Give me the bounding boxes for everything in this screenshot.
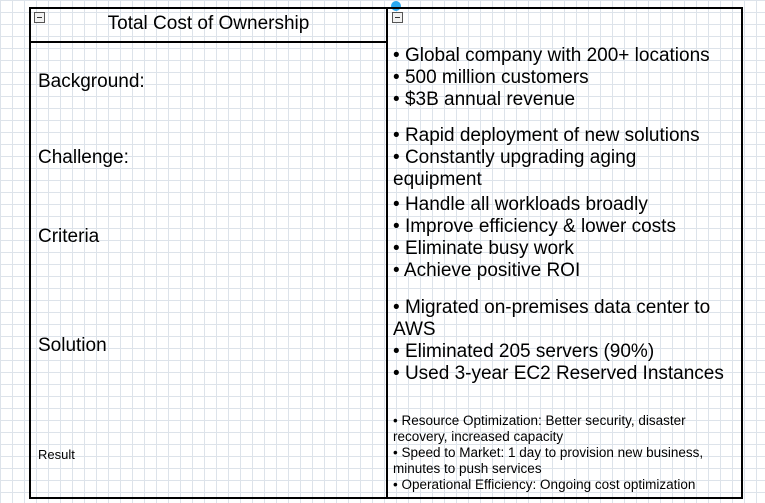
criteria-list: Handle all workloads broadly Improve eff… <box>393 194 676 282</box>
table-title: Total Cost of Ownership <box>107 13 310 34</box>
list-item: Improve efficiency & lower costs <box>393 216 676 238</box>
background-list: Global company with 200+ locations 500 m… <box>393 45 710 111</box>
list-item: Constantly upgrading aging equipment <box>393 147 723 191</box>
row-label-background: Background: <box>38 71 145 92</box>
list-item: Global company with 200+ locations <box>393 45 710 67</box>
result-list: Resource Optimization: Better security, … <box>393 413 738 493</box>
list-item: Operational Efficiency: Ongoing cost opt… <box>393 477 738 493</box>
solution-list: Migrated on-premises data center to AWS … <box>393 297 738 385</box>
collapse-left-icon[interactable] <box>34 12 45 23</box>
list-item: Eliminated 205 servers (90%) <box>393 341 738 363</box>
list-item: Speed to Market: 1 day to provision new … <box>393 445 738 477</box>
list-item: Used 3-year EC2 Reserved Instances <box>393 363 738 385</box>
challenge-list: Rapid deployment of new solutions Consta… <box>393 125 723 191</box>
list-item: Resource Optimization: Better security, … <box>393 413 738 445</box>
list-item: 500 million customers <box>393 67 710 89</box>
row-label-solution: Solution <box>38 335 107 356</box>
list-item: Eliminate busy work <box>393 238 676 260</box>
row-label-criteria: Criteria <box>38 226 100 247</box>
list-item: $3B annual revenue <box>393 89 710 111</box>
collapse-right-icon[interactable] <box>392 12 403 23</box>
list-item: Handle all workloads broadly <box>393 194 676 216</box>
tco-table: Total Cost of Ownership Background: Glob… <box>29 7 743 499</box>
header-divider <box>31 41 386 43</box>
list-item: Achieve positive ROI <box>393 260 676 282</box>
list-item: Migrated on-premises data center to AWS <box>393 297 738 341</box>
row-label-challenge: Challenge: <box>38 147 129 168</box>
list-item: Rapid deployment of new solutions <box>393 125 723 147</box>
row-label-result: Result <box>38 447 75 462</box>
column-divider <box>386 9 388 497</box>
selection-handle[interactable] <box>391 1 401 11</box>
